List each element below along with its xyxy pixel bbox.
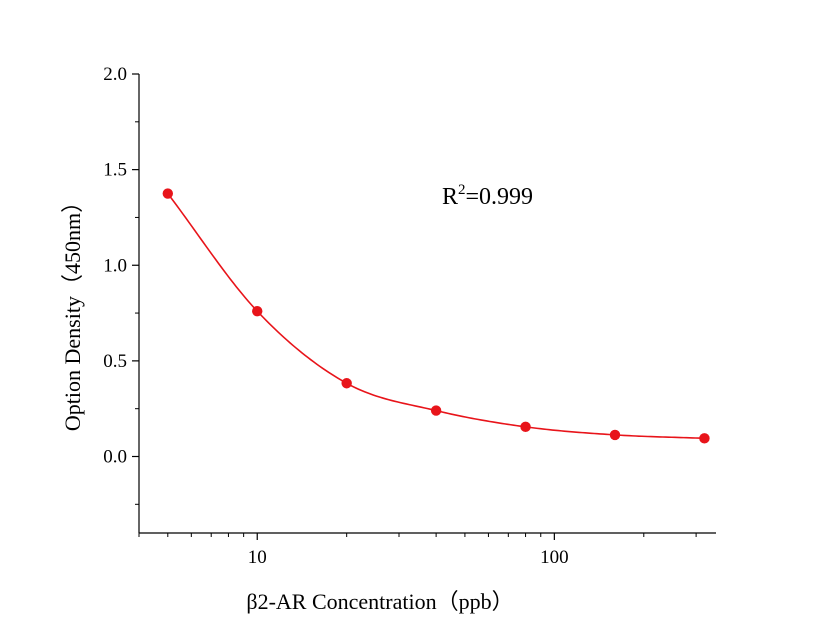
x-axis-title: β2-AR Concentration（ppb） — [246, 589, 513, 614]
annotation-superscript: 2 — [458, 182, 466, 198]
y-ticks: 0.0 0.5 1.0 1.5 2.0 — [103, 64, 139, 505]
data-point — [162, 188, 173, 199]
annotation-value: =0.999 — [466, 184, 534, 210]
x-ticks: 10 100 — [138, 533, 697, 568]
data-point — [341, 378, 352, 389]
x-tick-label: 10 — [248, 547, 267, 568]
axes: 0.0 0.5 1.0 1.5 2.0 10 100 — [103, 64, 716, 568]
x-tick-label: 100 — [540, 547, 569, 568]
data-point — [699, 433, 710, 444]
y-tick-label: 0.0 — [103, 447, 127, 468]
data-point — [520, 421, 531, 433]
data-points — [162, 188, 710, 444]
y-tick-label: 1.0 — [103, 255, 127, 276]
annotation-prefix: R — [442, 184, 458, 210]
y-tick-label: 0.5 — [103, 351, 127, 372]
data-point — [430, 405, 442, 416]
data-point — [609, 429, 621, 441]
r-squared-annotation: R2=0.999 — [442, 182, 533, 210]
y-tick-label: 2.0 — [103, 64, 127, 85]
y-axis-title: Option Density（450nm） — [60, 191, 85, 431]
y-tick-label: 1.5 — [103, 160, 127, 181]
fit-curve — [167, 193, 705, 440]
data-point — [252, 305, 263, 317]
